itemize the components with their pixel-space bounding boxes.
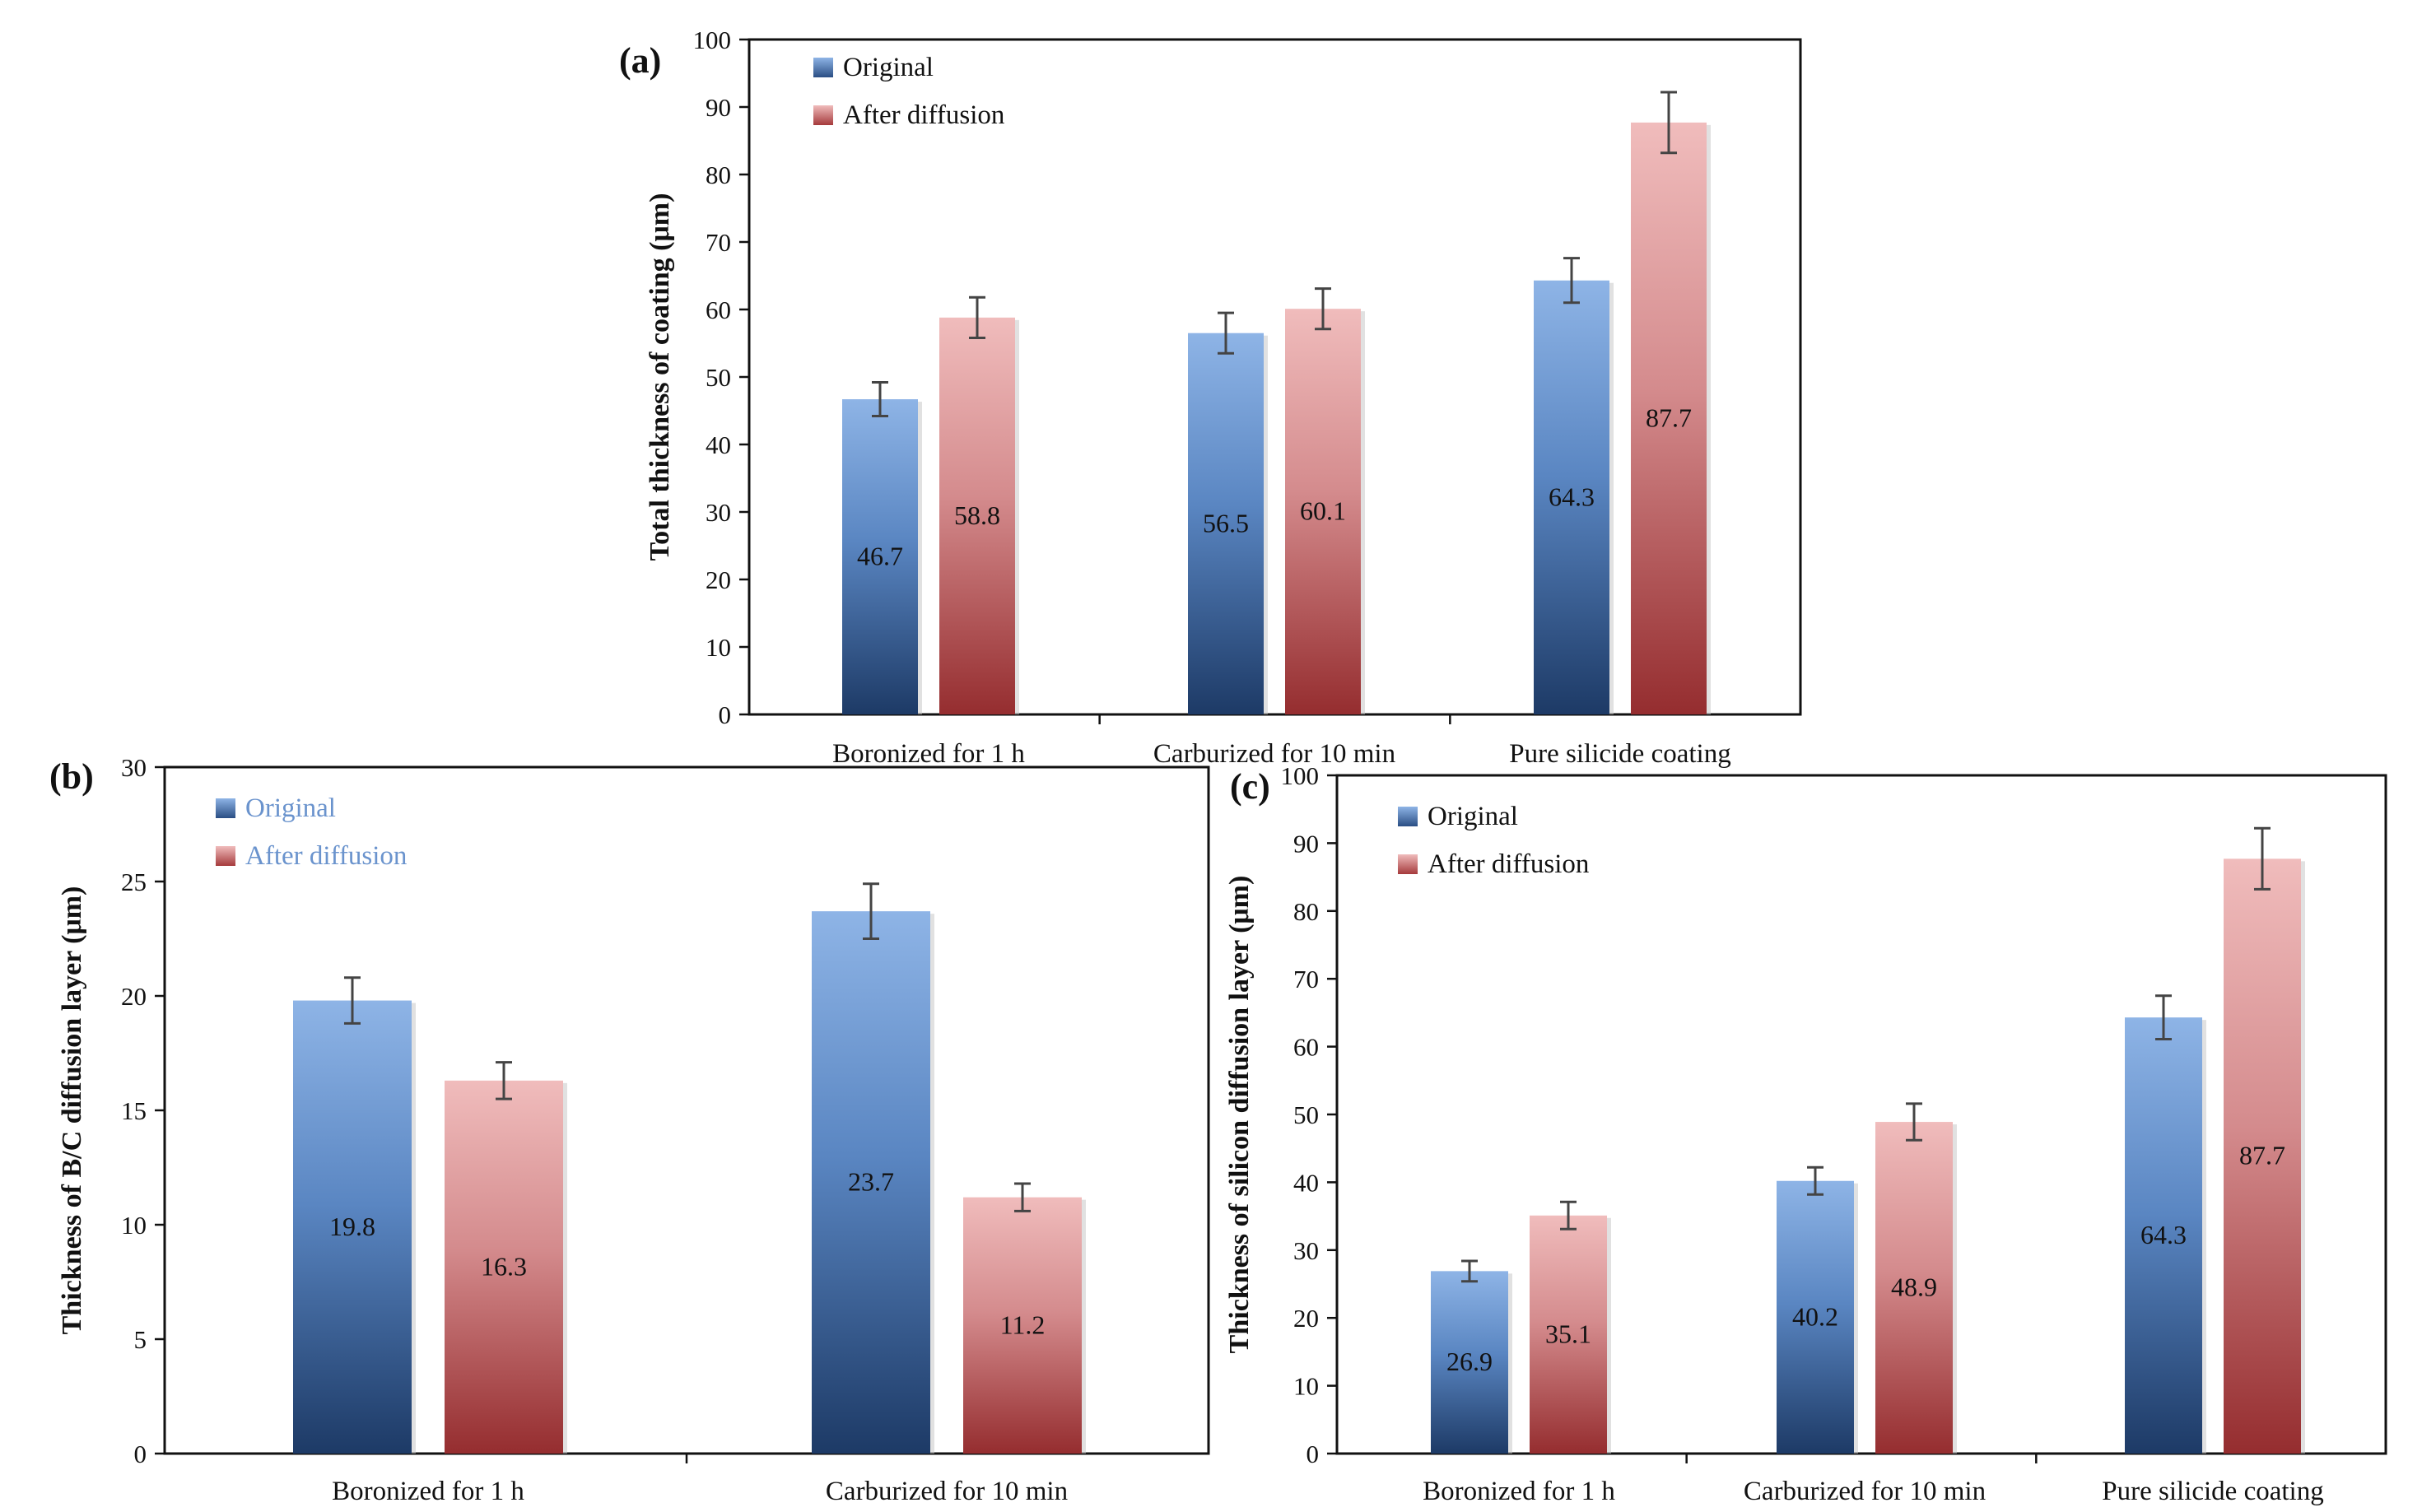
y-tick-label: 90 bbox=[1293, 829, 1319, 858]
y-tick-label: 100 bbox=[693, 26, 732, 54]
panel-label: (a) bbox=[619, 40, 661, 81]
bar-original bbox=[1777, 1180, 1854, 1454]
legend-swatch bbox=[813, 58, 833, 77]
chart-panel-2: (c) 0 10 20 30 40 50 60 70 80 90 100 Thickness of si… bbox=[1224, 761, 2387, 1506]
bar-original bbox=[842, 399, 918, 714]
data-label: 64.3 bbox=[1549, 482, 1595, 511]
legend-swatch bbox=[1398, 807, 1418, 826]
legend-swatch bbox=[813, 105, 833, 125]
x-category-label: Pure silicide coating bbox=[1509, 739, 1730, 769]
x-category-label: Pure silicide coating bbox=[2102, 1477, 2323, 1506]
x-category-label: Boronized for 1 h bbox=[332, 1477, 524, 1506]
y-axis-label: Thickness of B/C diffusion layer (μm) bbox=[57, 886, 87, 1335]
y-tick-label: 15 bbox=[121, 1096, 147, 1125]
legend-entry: Original bbox=[1428, 802, 1518, 831]
y-tick-label: 70 bbox=[1293, 965, 1319, 993]
y-tick-label: 20 bbox=[1293, 1304, 1319, 1333]
y-tick-label: 5 bbox=[134, 1325, 147, 1354]
data-label: 40.2 bbox=[1792, 1301, 1838, 1331]
y-tick-label: 0 bbox=[134, 1440, 147, 1468]
bar-after-diffusion bbox=[1285, 309, 1361, 714]
bar-original bbox=[1188, 333, 1264, 714]
bar-after-diffusion bbox=[445, 1080, 563, 1454]
data-label: 87.7 bbox=[2239, 1141, 2285, 1170]
chart-panel-0: (a) 0 10 20 30 40 50 60 70 80 90 100 Total thickness… bbox=[619, 26, 1802, 769]
y-tick-label: 25 bbox=[121, 868, 147, 896]
bar-after-diffusion bbox=[963, 1197, 1082, 1454]
y-tick-label: 40 bbox=[1293, 1168, 1319, 1197]
y-tick-label: 80 bbox=[1293, 897, 1319, 926]
x-category-label: Boronized for 1 h bbox=[1423, 1477, 1615, 1506]
y-tick-label: 20 bbox=[121, 982, 147, 1011]
y-tick-label: 10 bbox=[706, 633, 731, 662]
legend-entry: Original bbox=[843, 53, 934, 82]
y-tick-label: 30 bbox=[706, 498, 731, 527]
bar-after-diffusion bbox=[1631, 122, 1707, 715]
y-tick-label: 100 bbox=[1281, 761, 1320, 790]
bar-after-diffusion bbox=[939, 317, 1015, 714]
bar-after-diffusion bbox=[1530, 1215, 1607, 1454]
data-label: 46.7 bbox=[857, 542, 903, 571]
y-tick-label: 70 bbox=[706, 228, 731, 257]
bar-after-diffusion bbox=[2224, 858, 2301, 1454]
legend-entry: After diffusion bbox=[245, 841, 407, 871]
data-label: 48.9 bbox=[1891, 1272, 1937, 1302]
y-tick-label: 0 bbox=[719, 700, 732, 729]
y-tick-label: 10 bbox=[1293, 1372, 1319, 1401]
x-category-label: Boronized for 1 h bbox=[832, 739, 1025, 769]
data-label: 64.3 bbox=[2140, 1220, 2187, 1249]
y-axis-label: Total thickness of coating (μm) bbox=[645, 193, 675, 561]
x-category-label: Carburized for 10 min bbox=[826, 1477, 1068, 1506]
data-label: 26.9 bbox=[1446, 1347, 1493, 1376]
data-label: 11.2 bbox=[1000, 1310, 1046, 1339]
y-tick-label: 60 bbox=[1293, 1033, 1319, 1062]
panel-label: (b) bbox=[49, 756, 94, 797]
y-tick-label: 20 bbox=[706, 565, 731, 594]
bar-original bbox=[2125, 1017, 2202, 1454]
data-label: 60.1 bbox=[1300, 496, 1346, 526]
data-label: 16.3 bbox=[481, 1251, 527, 1281]
bar-original bbox=[293, 1000, 412, 1454]
legend-entry: Original bbox=[245, 793, 336, 823]
legend-swatch bbox=[216, 846, 235, 866]
data-label: 35.1 bbox=[1545, 1319, 1591, 1348]
y-tick-label: 30 bbox=[1293, 1236, 1319, 1265]
chart-panel-1: (b) 0 5 10 15 20 25 30 Thickness of B/C diffusio… bbox=[49, 753, 1210, 1506]
y-tick-label: 90 bbox=[706, 93, 731, 122]
data-label: 87.7 bbox=[1646, 402, 1692, 432]
y-tick-label: 10 bbox=[121, 1211, 147, 1240]
legend-swatch bbox=[1398, 854, 1418, 874]
bar-original bbox=[1534, 280, 1609, 714]
data-label: 58.8 bbox=[954, 500, 1000, 530]
legend-swatch bbox=[216, 798, 235, 818]
legend-entry: After diffusion bbox=[843, 100, 1004, 130]
y-axis-label: Thickness of silicon diffusion layer (μm… bbox=[1224, 876, 1255, 1354]
x-category-label: Carburized for 10 min bbox=[1153, 739, 1395, 769]
bar-original bbox=[1431, 1271, 1508, 1454]
data-label: 56.5 bbox=[1203, 508, 1249, 537]
legend-entry: After diffusion bbox=[1428, 849, 1589, 879]
y-tick-label: 50 bbox=[1293, 1100, 1319, 1129]
panel-label: (c) bbox=[1230, 766, 1270, 807]
data-label: 23.7 bbox=[848, 1167, 894, 1197]
y-tick-label: 40 bbox=[706, 430, 731, 459]
y-tick-label: 80 bbox=[706, 161, 731, 189]
bar-after-diffusion bbox=[1875, 1122, 1953, 1454]
x-category-label: Carburized for 10 min bbox=[1744, 1477, 1986, 1506]
y-tick-label: 50 bbox=[706, 363, 731, 392]
y-tick-label: 30 bbox=[121, 753, 147, 782]
y-tick-label: 60 bbox=[706, 295, 731, 324]
bar-original bbox=[812, 911, 930, 1454]
data-label: 19.8 bbox=[329, 1212, 375, 1241]
y-tick-label: 0 bbox=[1306, 1440, 1320, 1468]
